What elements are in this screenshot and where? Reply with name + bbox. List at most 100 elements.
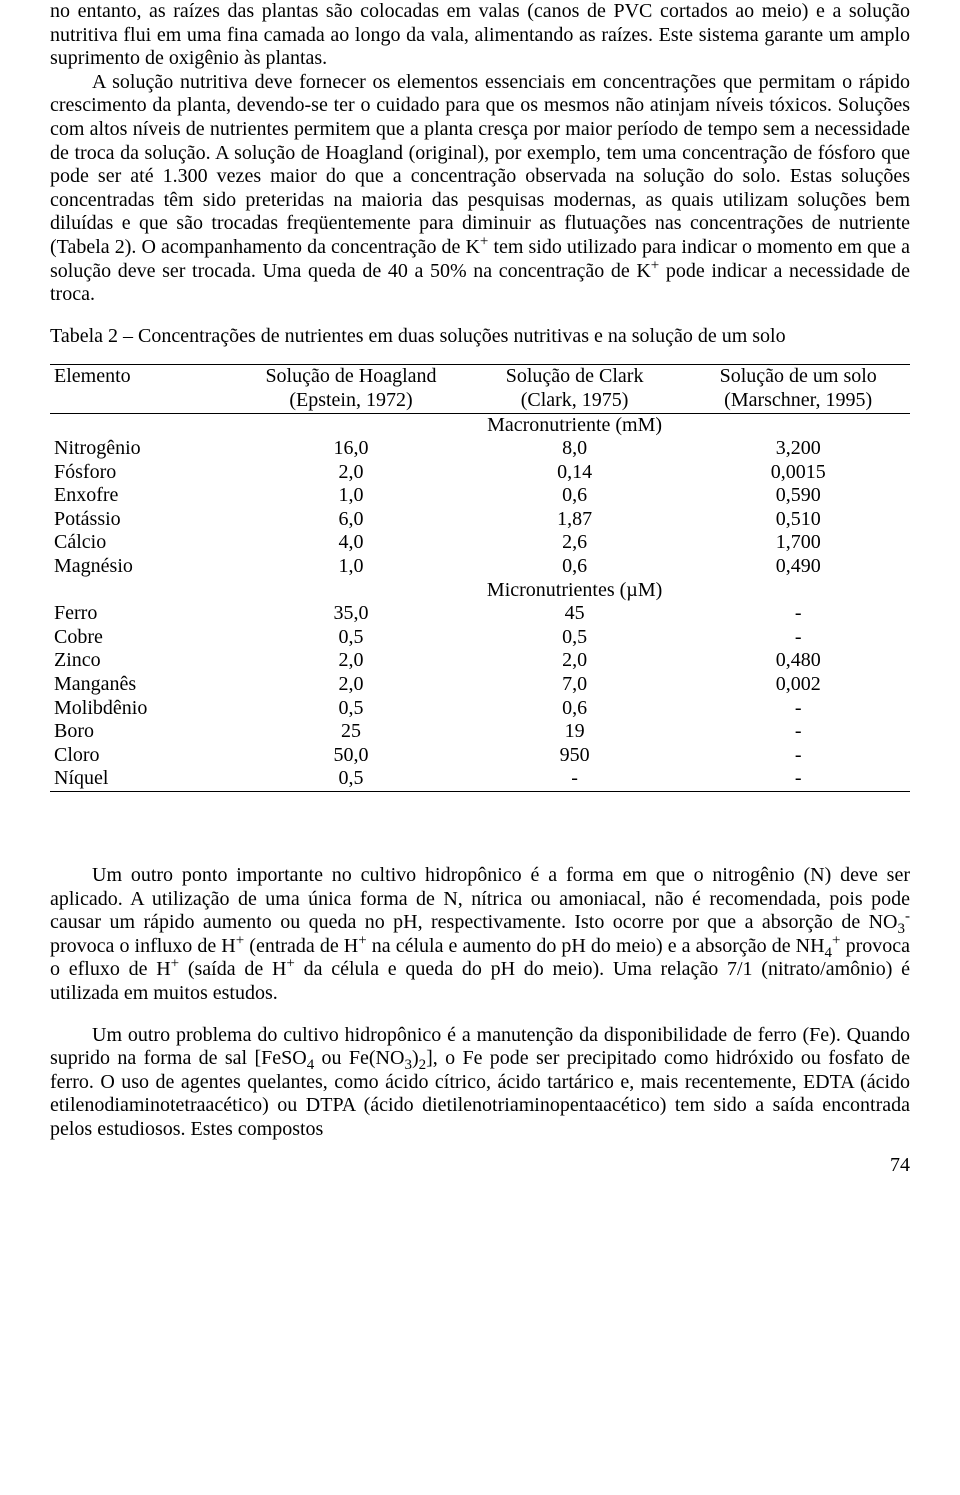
cell-v3: 0,480 (686, 649, 910, 673)
table-row: Ferro 35,0 45 - (50, 602, 910, 626)
cell-v3: - (686, 602, 910, 626)
header-col1b: (Epstein, 1972) (239, 389, 463, 413)
cell-v2: 8,0 (463, 437, 687, 461)
paragraph-1a-text: no entanto, as raízes das plantas são co… (50, 0, 910, 69)
table-row: Molibdênio 0,5 0,6 - (50, 697, 910, 721)
cell-v1: 0,5 (239, 626, 463, 650)
sup-minus: - (905, 909, 910, 925)
cell-v2: 0,6 (463, 697, 687, 721)
section-macro-label: Macronutriente (mM) (239, 413, 910, 437)
p2-m1: provoca o influxo de H (50, 935, 236, 957)
table-row: Fósforo 2,0 0,14 0,0015 (50, 461, 910, 485)
paragraph-2: Um outro ponto importante no cultivo hid… (50, 864, 910, 1006)
section-micro-label: Micronutrientes (µM) (239, 579, 910, 603)
header-col3a: Solução de um solo (686, 365, 910, 389)
header-col1a: Solução de Hoagland (239, 365, 463, 389)
p2-before: Um outro ponto importante no cultivo hid… (50, 864, 910, 933)
cell-v2: 2,0 (463, 649, 687, 673)
cell-v2: 2,6 (463, 531, 687, 555)
sup-plus: + (286, 956, 294, 972)
sup-plus: + (236, 932, 244, 948)
p3-m2: ) (412, 1047, 419, 1069)
cell-v2: 45 (463, 602, 687, 626)
cell-v2: 0,14 (463, 461, 687, 485)
table-row: Nitrogênio 16,0 8,0 3,200 (50, 437, 910, 461)
table-caption: Tabela 2 – Concentrações de nutrientes e… (50, 325, 910, 349)
cell-v3: 1,700 (686, 531, 910, 555)
cell-v1: 2,0 (239, 673, 463, 697)
nutrient-table: Elemento Solução de Hoagland Solução de … (50, 364, 910, 792)
p2-m5: (saída de H (179, 958, 286, 980)
cell-v3: - (686, 720, 910, 744)
sup-plus: + (358, 932, 366, 948)
table-row: Cloro 50,0 950 - (50, 744, 910, 768)
table-row: Boro 25 19 - (50, 720, 910, 744)
cell-v3: - (686, 767, 910, 791)
cell-element: Potássio (50, 508, 239, 532)
section-macro-row: Macronutriente (mM) (50, 413, 910, 437)
cell-v1: 50,0 (239, 744, 463, 768)
cell-v2: 1,87 (463, 508, 687, 532)
cell-element: Fósforo (50, 461, 239, 485)
table-row: Cálcio 4,0 2,6 1,700 (50, 531, 910, 555)
cell-v1: 25 (239, 720, 463, 744)
sup-plus: + (171, 956, 179, 972)
table-row: Enxofre 1,0 0,6 0,590 (50, 484, 910, 508)
table-header-row-2: (Epstein, 1972) (Clark, 1975) (Marschner… (50, 389, 910, 413)
cell-v2: 0,6 (463, 555, 687, 579)
paragraph-3: Um outro problema do cultivo hidropônico… (50, 1024, 910, 1142)
cell-v1: 0,5 (239, 697, 463, 721)
cell-element: Ferro (50, 602, 239, 626)
cell-element: Manganês (50, 673, 239, 697)
paragraph-1b-before: A solução nutritiva deve fornecer os ele… (50, 71, 910, 258)
cell-element: Cobre (50, 626, 239, 650)
cell-v2: 19 (463, 720, 687, 744)
cell-v3: 0,510 (686, 508, 910, 532)
cell-v2: - (463, 767, 687, 791)
cell-element: Níquel (50, 767, 239, 791)
cell-v1: 1,0 (239, 484, 463, 508)
table-row: Níquel 0,5 - - (50, 767, 910, 791)
cell-element: Magnésio (50, 555, 239, 579)
cell-v1: 1,0 (239, 555, 463, 579)
cell-v3: 3,200 (686, 437, 910, 461)
table-row: Magnésio 1,0 0,6 0,490 (50, 555, 910, 579)
cell-element: Nitrogênio (50, 437, 239, 461)
paragraph-1: no entanto, as raízes das plantas são co… (50, 0, 910, 307)
cell-v1: 4,0 (239, 531, 463, 555)
cell-v1: 2,0 (239, 649, 463, 673)
p2-m3: na célula e aumento do pH do meio) e a a… (367, 935, 825, 957)
table-row: Potássio 6,0 1,87 0,510 (50, 508, 910, 532)
cell-v2: 950 (463, 744, 687, 768)
header-col2a: Solução de Clark (463, 365, 687, 389)
p3-m1: ou Fe(NO (314, 1047, 404, 1069)
cell-v3: 0,0015 (686, 461, 910, 485)
cell-v2: 0,6 (463, 484, 687, 508)
header-element: Elemento (50, 365, 239, 389)
table-row: Manganês 2,0 7,0 0,002 (50, 673, 910, 697)
cell-v1: 6,0 (239, 508, 463, 532)
table-header-row-1: Elemento Solução de Hoagland Solução de … (50, 365, 910, 389)
cell-v3: - (686, 697, 910, 721)
cell-element: Boro (50, 720, 239, 744)
page-number: 74 (50, 1154, 910, 1178)
cell-v1: 16,0 (239, 437, 463, 461)
cell-v3: 0,590 (686, 484, 910, 508)
cell-v2: 0,5 (463, 626, 687, 650)
cell-v3: 0,490 (686, 555, 910, 579)
cell-element: Cloro (50, 744, 239, 768)
cell-v3: - (686, 626, 910, 650)
sup-plus: + (832, 932, 840, 948)
table-row: Zinco 2,0 2,0 0,480 (50, 649, 910, 673)
header-col3b: (Marschner, 1995) (686, 389, 910, 413)
sup-plus-2: + (651, 257, 659, 273)
cell-v1: 35,0 (239, 602, 463, 626)
p2-m2: (entrada de H (244, 935, 358, 957)
cell-element: Molibdênio (50, 697, 239, 721)
header-col2b: (Clark, 1975) (463, 389, 687, 413)
cell-v3: - (686, 744, 910, 768)
cell-v1: 2,0 (239, 461, 463, 485)
cell-v1: 0,5 (239, 767, 463, 791)
table-row: Cobre 0,5 0,5 - (50, 626, 910, 650)
cell-v3: 0,002 (686, 673, 910, 697)
